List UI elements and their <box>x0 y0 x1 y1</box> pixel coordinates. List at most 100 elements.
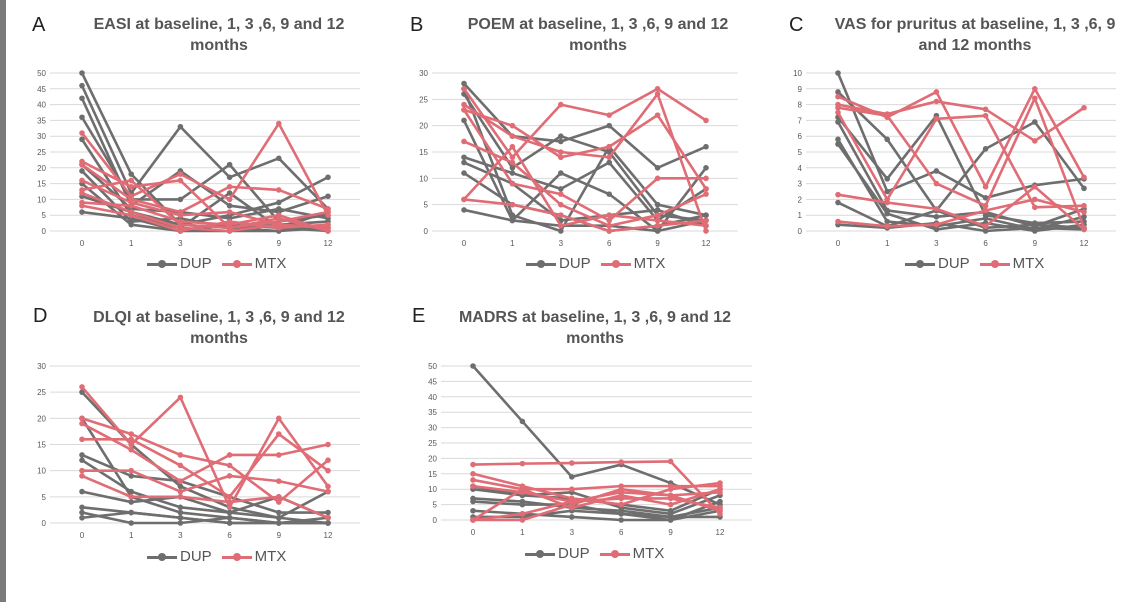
y-tick-label: 7 <box>798 116 803 125</box>
data-point-dup <box>618 511 624 517</box>
data-point-mtx <box>509 122 516 129</box>
data-point-mtx <box>884 199 890 206</box>
data-point-mtx <box>128 177 134 184</box>
chart-legend: DUP MTX <box>526 255 665 272</box>
x-tick-label: 3 <box>178 531 183 540</box>
x-tick-label: 1 <box>885 239 890 248</box>
data-point-mtx <box>79 473 85 479</box>
y-tick-label: 35 <box>37 116 46 125</box>
series-line-dup <box>81 459 329 525</box>
y-tick-label: 25 <box>37 148 46 157</box>
series-line-mtx <box>463 108 708 190</box>
data-point-mtx <box>1032 86 1038 92</box>
data-point-dup <box>703 165 709 171</box>
data-point-dup <box>79 452 85 458</box>
y-tick-label: 5 <box>424 201 429 210</box>
x-tick-label: 3 <box>559 239 564 248</box>
y-tick-label: 35 <box>428 408 437 417</box>
data-point-mtx <box>177 218 184 225</box>
series-line-dup <box>463 82 707 170</box>
series-line-dup <box>81 453 328 514</box>
y-tick-label: 5 <box>42 211 47 220</box>
data-point-dup <box>835 199 841 206</box>
series-line-dup <box>80 72 329 226</box>
data-point-dup <box>618 517 624 523</box>
data-point-dup <box>79 136 85 143</box>
data-point-dup <box>884 176 890 182</box>
data-point-mtx <box>177 452 184 458</box>
panel-title: MADRS at baseline, 1, 3 ,6, 9 and 12 mon… <box>458 309 732 347</box>
data-point-mtx <box>982 207 989 214</box>
series-line-dup <box>81 511 328 525</box>
data-point-mtx <box>177 228 184 234</box>
data-point-mtx <box>1032 204 1038 211</box>
data-point-mtx <box>461 196 467 203</box>
series-line-mtx <box>472 497 721 522</box>
data-point-dup <box>558 133 564 139</box>
data-point-mtx <box>461 101 467 108</box>
y-tick-label: 4 <box>798 164 803 173</box>
panel-letter: B <box>410 14 424 36</box>
data-point-mtx <box>654 222 661 229</box>
data-point-dup <box>226 161 233 168</box>
data-point-dup <box>558 138 564 145</box>
data-point-dup <box>835 70 841 76</box>
data-point-mtx <box>276 415 282 422</box>
data-point-mtx <box>128 183 134 190</box>
data-point-dup <box>177 483 184 490</box>
data-point-mtx <box>226 452 233 458</box>
data-point-mtx <box>79 161 85 168</box>
series-line-mtx <box>463 92 708 232</box>
data-point-dup <box>79 457 85 464</box>
legend-label: MTX <box>632 545 665 562</box>
x-tick-label: 0 <box>471 528 476 537</box>
x-tick-label: 1 <box>510 239 515 248</box>
data-point-mtx <box>509 143 516 150</box>
data-point-dup <box>703 143 709 150</box>
x-tick-label: 6 <box>983 239 988 248</box>
data-point-mtx <box>606 217 612 224</box>
data-point-mtx <box>618 459 624 465</box>
data-point-mtx <box>226 209 233 215</box>
y-tick-label: 10 <box>793 69 802 78</box>
data-point-mtx <box>933 89 940 95</box>
data-point-dup <box>1081 185 1087 192</box>
series-line-mtx <box>80 122 330 216</box>
x-tick-label: 12 <box>324 531 333 540</box>
data-point-dup <box>226 520 233 526</box>
data-point-mtx <box>519 517 526 523</box>
data-point-mtx <box>128 436 134 443</box>
y-tick-label: 25 <box>37 388 46 397</box>
window-left-border <box>0 0 6 602</box>
chart-legend: DUP MTX <box>147 548 286 565</box>
y-tick-label: 0 <box>433 516 438 525</box>
data-point-dup <box>884 136 890 143</box>
data-point-mtx <box>606 143 612 150</box>
data-point-mtx <box>276 120 282 127</box>
data-point-dup <box>982 215 989 222</box>
data-point-mtx <box>128 431 134 437</box>
data-point-mtx <box>79 436 85 443</box>
data-point-dup <box>226 190 233 196</box>
series-line-mtx <box>82 469 329 493</box>
legend-item-dup: DUP <box>905 255 970 272</box>
data-point-dup <box>606 122 612 129</box>
data-point-mtx <box>667 495 674 502</box>
data-point-mtx <box>667 501 674 508</box>
data-point-dup <box>128 171 134 177</box>
data-point-dup <box>128 221 134 228</box>
data-point-mtx <box>654 217 661 224</box>
legend-item-dup: DUP <box>147 255 212 272</box>
data-point-dup <box>461 154 467 161</box>
series-line-dup <box>81 163 329 220</box>
data-point-mtx <box>226 218 233 225</box>
panel-title: VAS for pruritus at baseline, 1, 3 ,6, 9… <box>834 16 1116 54</box>
data-point-mtx <box>276 431 282 437</box>
data-point-mtx <box>177 462 184 469</box>
x-tick-label: 3 <box>178 239 183 248</box>
data-point-mtx <box>717 486 723 493</box>
data-point-mtx <box>177 478 184 484</box>
data-point-dup <box>226 174 233 181</box>
data-point-mtx <box>835 218 841 225</box>
y-tick-label: 0 <box>424 227 429 236</box>
